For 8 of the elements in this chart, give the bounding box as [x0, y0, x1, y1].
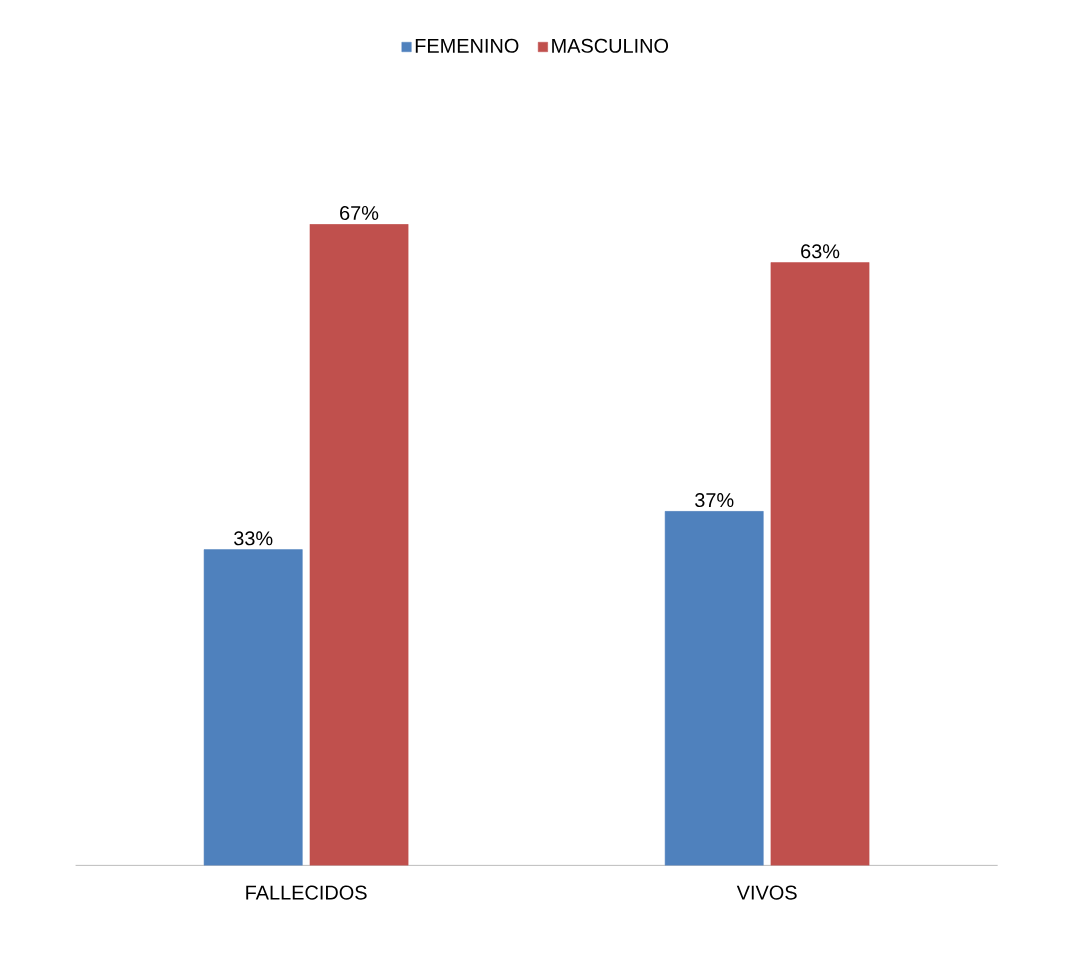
- legend-label: FEMENINO: [415, 38, 519, 53]
- data-label: 63%: [801, 244, 840, 259]
- data-label: 33%: [234, 531, 273, 546]
- data-label: 67%: [340, 206, 379, 221]
- x-tick-label: VIVOS: [736, 885, 797, 900]
- data-label: 37%: [695, 493, 734, 508]
- legend-label: MASCULINO: [552, 38, 669, 53]
- x-tick-label: FALLECIDOS: [246, 885, 367, 900]
